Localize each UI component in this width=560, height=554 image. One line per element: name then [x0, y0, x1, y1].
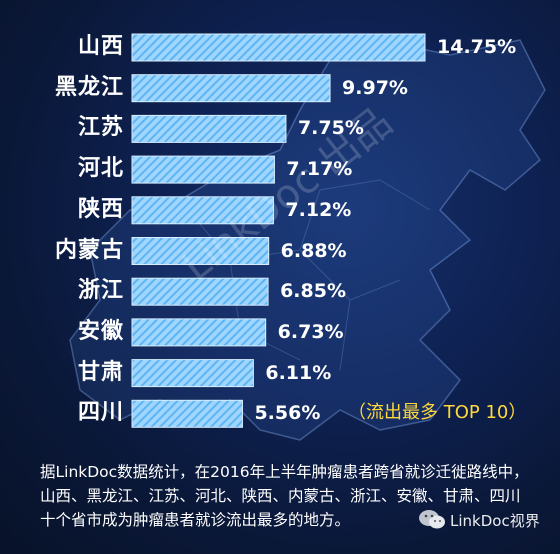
value-label-安徽: 6.73% [277, 320, 344, 343]
category-label-安徽: 安徽 [77, 318, 124, 344]
value-label-陕西: 7.12% [285, 198, 352, 221]
category-label-陕西: 陕西 [77, 196, 124, 222]
bar-安徽 [131, 318, 267, 347]
category-label-四川: 四川 [77, 400, 124, 426]
bar-chart [131, 33, 426, 428]
category-label-甘肃: 甘肃 [77, 359, 124, 385]
value-label-甘肃: 6.11% [265, 361, 332, 384]
bar-浙江 [131, 277, 269, 306]
category-label-河北: 河北 [77, 156, 124, 182]
category-label-江苏: 江苏 [77, 115, 124, 141]
value-label-江苏: 7.75% [297, 117, 364, 140]
category-label-山西: 山西 [77, 34, 124, 59]
corner-watermark-text: LinkDoc视界 [450, 511, 540, 530]
value-label-河北: 7.17% [286, 158, 353, 181]
value-label-内蒙古: 6.88% [280, 239, 347, 262]
value-label-黑龙江: 9.97% [342, 76, 408, 99]
value-label-四川: 5.56% [254, 402, 321, 425]
bar-陕西 [131, 196, 274, 225]
bar-河北 [131, 155, 275, 184]
bar-四川 [131, 399, 243, 428]
bar-江苏 [131, 114, 287, 143]
category-label-黑龙江: 黑龙江 [54, 74, 124, 100]
annotation-top10: （流出最多 TOP 10） [348, 402, 527, 423]
bar-山西 [131, 33, 426, 62]
wechat-icon [418, 508, 446, 532]
caption-text: 据LinkDoc数据统计，在2016年上半年肿瘤患者跨省就诊迁徙路线中，山西、黑… [40, 463, 529, 529]
bar-内蒙古 [131, 237, 270, 265]
category-label-浙江: 浙江 [77, 278, 124, 304]
category-label-内蒙古: 内蒙古 [54, 237, 124, 263]
value-label-浙江: 6.85% [280, 280, 346, 303]
bar-黑龙江 [131, 74, 331, 103]
bar-甘肃 [131, 359, 254, 388]
corner-watermark: LinkDoc视界 [418, 504, 558, 536]
value-label-山西: 14.75% [437, 36, 517, 58]
